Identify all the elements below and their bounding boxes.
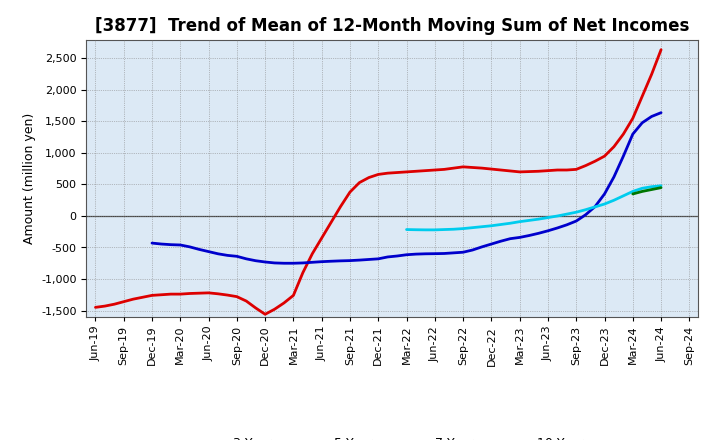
Title: [3877]  Trend of Mean of 12-Month Moving Sum of Net Incomes: [3877] Trend of Mean of 12-Month Moving …: [95, 17, 690, 35]
Y-axis label: Amount (million yen): Amount (million yen): [22, 113, 35, 244]
Legend: 3 Years, 5 Years, 7 Years, 10 Years: 3 Years, 5 Years, 7 Years, 10 Years: [190, 432, 595, 440]
